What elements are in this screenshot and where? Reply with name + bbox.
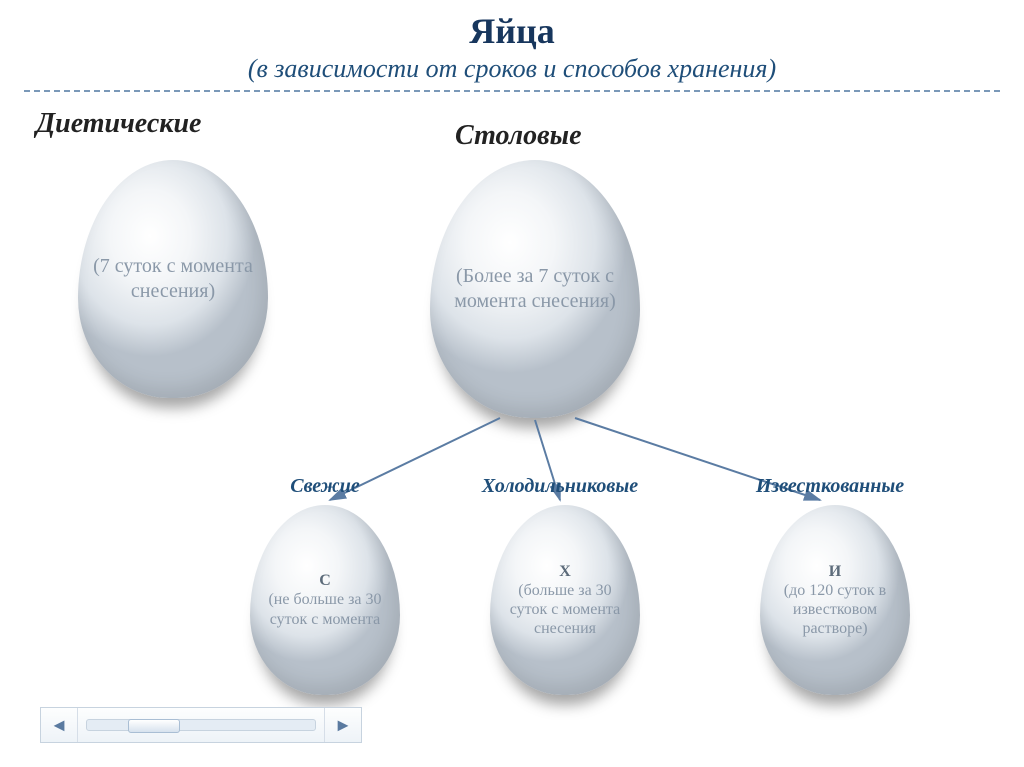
sub-label-limed: Известкованные [730,475,930,498]
egg-limed-desc: (до 120 суток в известковом растворе) [784,582,886,637]
egg-fresh-text: С (не больше за 30 суток с момента [250,571,400,629]
egg-limed-text: И (до 120 суток в известковом растворе) [760,562,910,639]
slide-root: Яйца (в зависимости от сроков и способов… [0,0,1024,767]
next-button[interactable]: ► [324,708,361,742]
egg-refrigerated-desc: (больше за 30 суток с момента снесения [510,582,620,637]
egg-fresh: С (не больше за 30 суток с момента [250,505,400,695]
egg-refrigerated-letter: Х [559,563,571,580]
slide-nav: ◄ ► [40,707,362,743]
egg-fresh-desc: (не больше за 30 суток с момента [268,591,381,627]
chevron-left-icon: ◄ [50,715,68,736]
egg-limed: И (до 120 суток в известковом растворе) [760,505,910,695]
egg-refrigerated: Х (больше за 30 суток с момента снесения [490,505,640,695]
egg-dietetic: (7 суток с момента снесения) [78,160,268,398]
sub-label-refrigerated: Холодильниковые [460,475,660,498]
egg-table-text: (Более за 7 суток с момента снесения) [430,264,640,314]
chevron-right-icon: ► [334,715,352,736]
nav-slider-track[interactable] [86,719,316,731]
nav-slider-thumb[interactable] [128,719,180,733]
category-label-dietetic: Диетические [36,108,201,140]
category-label-table: Столовые [455,120,582,152]
egg-table: (Более за 7 суток с момента снесения) [430,160,640,418]
egg-limed-letter: И [829,563,841,580]
divider [24,90,1000,92]
page-subtitle: (в зависимости от сроков и способов хран… [0,54,1024,84]
egg-fresh-letter: С [319,572,331,589]
page-title: Яйца [0,0,1024,52]
sub-label-fresh: Свежие [225,475,425,498]
prev-button[interactable]: ◄ [41,708,78,742]
egg-refrigerated-text: Х (больше за 30 суток с момента снесения [490,562,640,639]
egg-dietetic-text: (7 суток с момента снесения) [78,254,268,304]
